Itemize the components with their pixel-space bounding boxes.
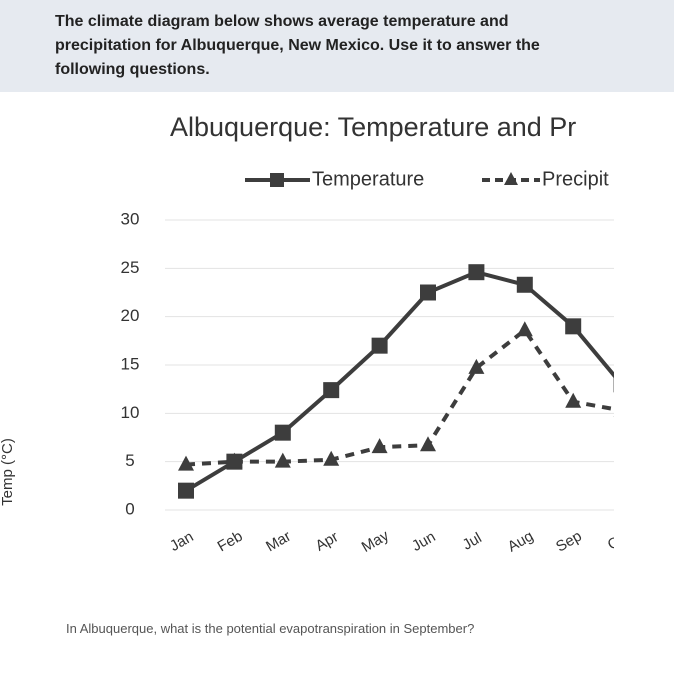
precipitation-marker: [420, 436, 436, 452]
temperature-marker: [565, 318, 582, 335]
temperature-marker: [468, 264, 485, 281]
legend-label: Precipit: [542, 168, 609, 190]
precipitation-marker: [226, 452, 243, 468]
temperature-marker: [516, 276, 533, 293]
x-tick-label: Oc: [605, 529, 631, 554]
precipitation-marker: [178, 455, 194, 471]
temperature-marker: [420, 284, 436, 301]
temperature-marker: [274, 424, 291, 441]
precipitation-marker: [371, 438, 388, 454]
y-tick-label: 0: [125, 499, 134, 518]
y-tick-label: 25: [121, 258, 140, 277]
temperature-marker: [371, 337, 388, 354]
legend-label: Temperature: [312, 168, 424, 190]
y-axis-label: Temp (°C): [0, 438, 16, 506]
y-tick-label: 5: [125, 451, 134, 470]
intro-text: The climate diagram below shows average …: [55, 13, 540, 78]
legend-marker: [504, 172, 518, 185]
question-text: In Albuquerque, what is the potential ev…: [66, 621, 475, 636]
precipitation-marker: [516, 321, 533, 337]
precipitation-marker: [613, 415, 614, 417]
intro-box: The climate diagram below shows average …: [0, 0, 674, 92]
y-tick-label: 10: [121, 403, 140, 422]
chart-title: Albuquerque: Temperature and Pr: [170, 112, 576, 142]
temperature-marker: [178, 482, 194, 499]
y-tick-label: 20: [121, 306, 140, 325]
precipitation-marker: [323, 450, 340, 466]
precipitation-line: [185, 327, 614, 467]
precipitation-marker: [565, 392, 582, 408]
chart: Albuquerque: Temperature and Pr Temp (°C…: [0, 92, 674, 700]
temperature-marker: [323, 382, 340, 399]
y-tick-label: 15: [121, 354, 140, 373]
temperature-marker: [613, 376, 614, 393]
precipitation-marker: [274, 452, 291, 468]
legend-marker: [270, 173, 284, 187]
y-tick-label: 30: [121, 209, 140, 228]
temperature-line: [184, 270, 614, 493]
precipitation-marker: [468, 358, 485, 374]
